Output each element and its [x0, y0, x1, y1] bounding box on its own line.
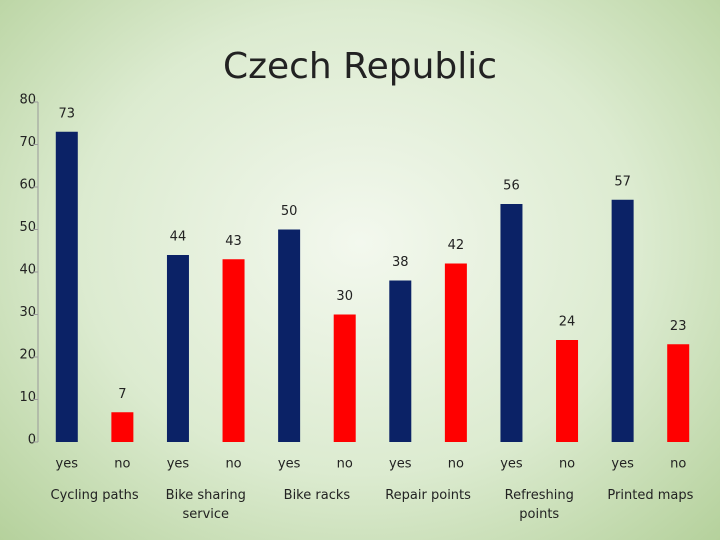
bar — [556, 340, 579, 442]
x-tick-label: no — [337, 457, 353, 472]
value-label: 24 — [559, 315, 576, 330]
bar — [111, 412, 134, 442]
bar — [500, 204, 523, 442]
bar — [166, 255, 189, 442]
x-tick-label: no — [448, 457, 464, 472]
y-tick-label: 50 — [19, 220, 36, 235]
x-tick-label: yes — [278, 457, 301, 472]
x-tick-label: yes — [500, 457, 523, 472]
value-label: 50 — [281, 204, 298, 219]
value-label: 56 — [503, 179, 520, 194]
y-tick-label: 10 — [19, 390, 36, 405]
group-label: Printed maps — [607, 488, 694, 503]
bar — [278, 229, 301, 442]
bar — [389, 280, 412, 442]
y-tick-label: 20 — [19, 348, 36, 363]
y-tick-label: 40 — [19, 263, 36, 278]
value-label: 38 — [392, 255, 409, 270]
value-label: 7 — [118, 387, 126, 402]
bar — [444, 263, 467, 442]
x-tick-label: yes — [389, 457, 412, 472]
y-tick-label: 80 — [19, 93, 36, 108]
value-label: 30 — [336, 289, 353, 304]
x-tick-label: yes — [167, 457, 190, 472]
chart-title: Czech Republic — [223, 46, 497, 87]
value-label: 73 — [59, 106, 76, 121]
x-tick-label: no — [114, 457, 130, 472]
value-label: 42 — [448, 238, 465, 253]
group-label: Cycling paths — [50, 488, 139, 503]
y-tick-label: 0 — [28, 433, 36, 448]
y-tick-label: 70 — [19, 135, 36, 150]
value-label: 57 — [614, 174, 631, 189]
group-label: Bike sharing service — [165, 488, 246, 522]
value-label: 43 — [225, 234, 242, 249]
bar — [611, 199, 634, 442]
value-label: 44 — [170, 230, 187, 245]
y-tick-label: 60 — [19, 178, 36, 193]
x-tick-label: yes — [56, 457, 79, 472]
value-label: 23 — [670, 319, 687, 334]
group-label: Bike racks — [283, 488, 351, 503]
group-label: Repair points — [385, 488, 471, 503]
x-tick-label: no — [670, 457, 686, 472]
y-tick-label: 30 — [19, 305, 36, 320]
x-tick-label: no — [559, 457, 575, 472]
bar — [333, 314, 356, 442]
bar — [222, 259, 245, 442]
x-tick-label: yes — [611, 457, 634, 472]
bar — [55, 131, 78, 442]
bar — [667, 344, 690, 442]
x-tick-label: no — [225, 457, 241, 472]
group-label: Refreshing points — [504, 488, 574, 522]
